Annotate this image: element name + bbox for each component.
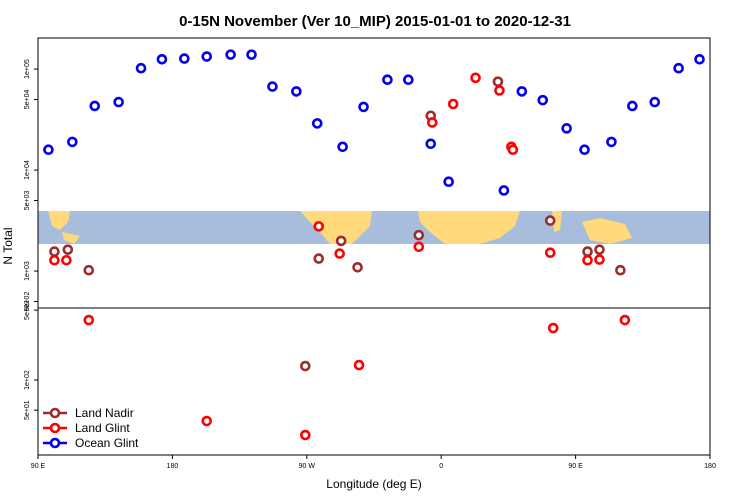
point <box>443 176 454 188</box>
point <box>201 51 213 62</box>
x-tick-label: 90 E <box>31 463 46 470</box>
legend-marker <box>49 407 61 419</box>
point <box>43 144 54 156</box>
point <box>547 322 559 334</box>
point <box>627 100 638 112</box>
point <box>649 96 661 108</box>
point <box>353 359 365 371</box>
legend-label: Ocean Glint <box>75 436 139 450</box>
point <box>382 74 393 86</box>
land <box>418 211 520 244</box>
point <box>291 86 302 97</box>
point <box>413 229 425 241</box>
point <box>300 429 311 441</box>
point <box>313 253 325 264</box>
point <box>516 86 528 97</box>
point <box>619 314 631 326</box>
point <box>313 221 325 232</box>
point <box>49 254 60 266</box>
y-tick-label: 5e+01 <box>24 400 31 420</box>
y-tick-label: 1e+04 <box>24 160 31 180</box>
point <box>582 254 593 266</box>
x-axis-label: Longitude (deg E) <box>326 477 421 491</box>
point <box>335 235 347 247</box>
y-tick-label: 1e+05 <box>24 59 31 79</box>
point <box>358 101 369 113</box>
point <box>337 141 348 153</box>
point <box>62 244 74 255</box>
y-tick-label: 1e+03 <box>24 261 31 281</box>
point <box>606 136 617 148</box>
legend-marker <box>49 422 61 434</box>
x-tick-label: 90 E <box>568 463 583 470</box>
land <box>582 218 632 244</box>
point <box>61 254 72 266</box>
x-tick-label: 180 <box>704 463 716 470</box>
point <box>413 241 425 253</box>
y-tick-label: 5e+04 <box>24 90 31 110</box>
point <box>470 72 481 84</box>
y-tick-label: 1e+02 <box>24 370 31 390</box>
chart-title: 0-15N November (Ver 10_MIP) 2015-01-01 t… <box>179 13 571 30</box>
legend-label: Land Nadir <box>75 406 134 420</box>
land <box>300 211 372 244</box>
point <box>582 246 593 257</box>
point <box>352 261 363 273</box>
point <box>594 254 605 265</box>
point <box>89 100 101 112</box>
plot-frame <box>37 37 711 456</box>
x-tick-label: 180 <box>167 463 179 470</box>
legend-marker <box>49 437 61 449</box>
point <box>179 53 190 64</box>
point <box>311 118 323 129</box>
land <box>48 211 80 244</box>
land <box>552 211 562 232</box>
point <box>201 415 213 427</box>
point <box>300 360 311 372</box>
point <box>135 62 147 74</box>
point <box>544 215 556 226</box>
point <box>494 85 505 96</box>
point <box>156 53 168 65</box>
point <box>83 314 95 326</box>
point <box>498 185 510 196</box>
point <box>49 246 60 257</box>
map-strip <box>38 211 710 244</box>
y-tick-label: 5e+03 <box>24 191 31 211</box>
point <box>673 62 684 74</box>
point <box>694 53 705 65</box>
point <box>447 98 459 110</box>
y-tick-label: 5e+02 <box>24 300 31 320</box>
point <box>426 117 438 128</box>
point <box>334 248 345 259</box>
legend-label: Land Glint <box>75 421 130 435</box>
point <box>403 74 414 86</box>
x-tick-label: 90 W <box>299 463 316 470</box>
point <box>492 76 504 87</box>
point <box>594 244 605 255</box>
point <box>507 144 519 156</box>
point <box>561 123 572 134</box>
y-axis-label: N Total <box>1 227 15 264</box>
point <box>246 49 257 60</box>
point <box>579 144 590 156</box>
point <box>67 136 78 148</box>
y-tick-label: 5e+02 <box>24 292 31 312</box>
point <box>83 264 95 276</box>
point <box>267 81 278 92</box>
x-tick-label: 0 <box>439 463 443 470</box>
point <box>113 96 124 108</box>
point <box>537 94 549 106</box>
point <box>225 49 236 60</box>
point <box>544 247 556 259</box>
point <box>425 138 437 150</box>
point <box>615 264 626 276</box>
